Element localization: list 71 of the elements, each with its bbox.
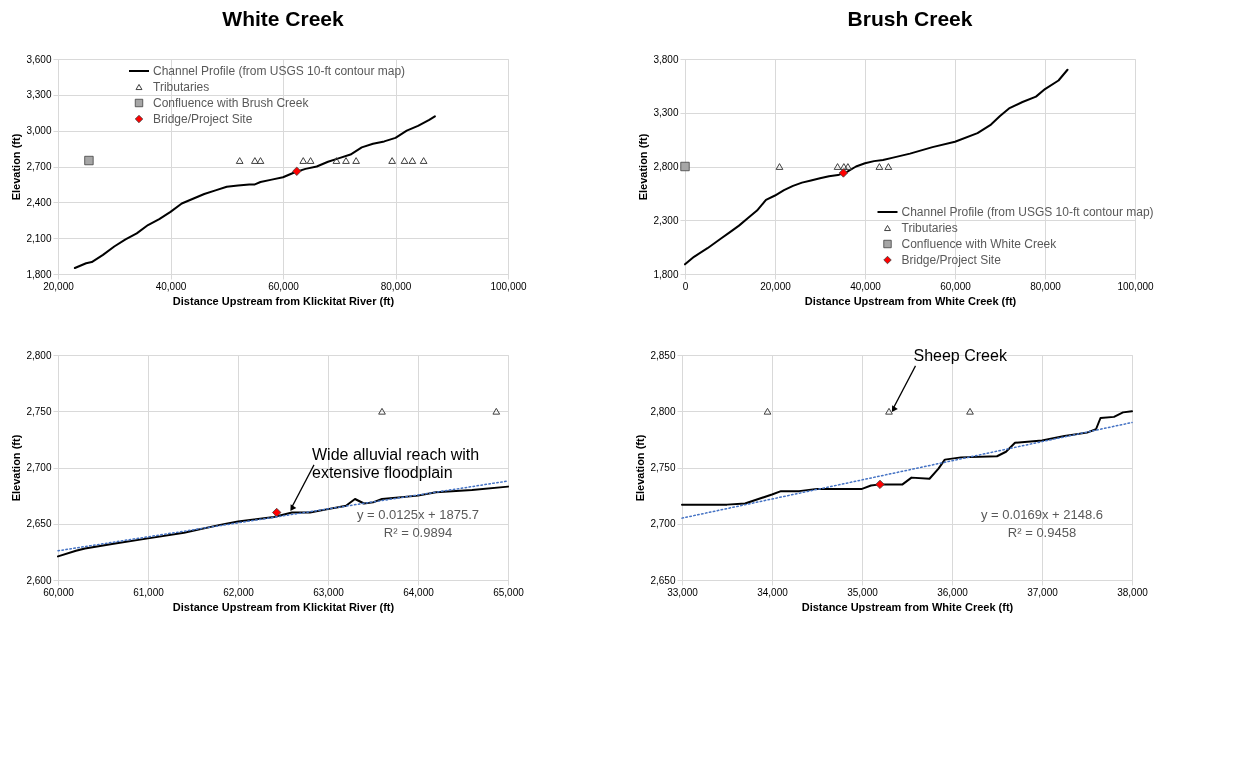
x-tick-label: 80,000: [380, 280, 412, 292]
y-axis-title: Elevation (ft): [10, 133, 23, 201]
annotation: y = 0.0125x + 1875.7: [356, 506, 480, 522]
chart-title: White Creek: [222, 7, 344, 30]
x-tick-label: 36,000: [937, 586, 969, 598]
y-tick-label: 2,100: [26, 232, 52, 244]
annotation: Wide alluvial reach with extensive floodplain: [312, 445, 480, 481]
legend-label: Bridge/Project Site: [901, 253, 1002, 267]
x-tick-label: 62,000: [223, 586, 255, 598]
x-tick-label: 37,000: [1027, 586, 1059, 598]
y-tick-label: 2,850: [650, 349, 676, 361]
y-tick-label: 2,800: [650, 405, 676, 417]
y-tick-label: 2,700: [26, 161, 52, 172]
x-tick-label: 60,000: [43, 586, 75, 598]
y-tick-label: 2,750: [650, 462, 676, 473]
x-tick-label: 61,000: [133, 586, 165, 598]
legend-label: Channel Profile (from USGS 10-ft contour map): [901, 205, 1154, 219]
y-axis-title: Elevation (ft): [637, 133, 650, 201]
legend-label: Bridge/Project Site: [153, 112, 253, 126]
y-tick-label: 2,650: [650, 574, 676, 586]
line-series: [681, 410, 1133, 506]
y-tick-label: 1,800: [26, 268, 52, 280]
x-axis-title: Distance Upstream from White Creek (ft): [804, 294, 1017, 307]
y-tick-label: 1,800: [653, 268, 679, 280]
x-tick-label: 65,000: [493, 586, 525, 598]
x-tick-label: 0: [682, 280, 689, 292]
y-tick-label: 2,650: [26, 518, 52, 530]
x-tick-label: 38,000: [1117, 586, 1149, 598]
legend-label: Confluence with Brush Creek: [153, 96, 310, 110]
line-series: [73, 115, 436, 270]
x-tick-label: 40,000: [850, 280, 882, 292]
x-tick-label: 20,000: [43, 280, 75, 292]
y-tick-label: 2,750: [26, 405, 52, 417]
x-tick-label: 40,000: [155, 280, 187, 292]
y-tick-label: 2,800: [26, 349, 52, 361]
x-axis-title: Distance Upstream from Klickitat River (ft): [172, 294, 395, 307]
x-tick-label: 35,000: [847, 586, 879, 598]
legend-label: Tributaries: [153, 80, 210, 94]
y-tick-label: 2,600: [26, 574, 52, 586]
x-tick-label: 60,000: [940, 280, 972, 292]
annotation: Sheep Creek: [913, 346, 1008, 364]
legend-label: Confluence with White Creek: [901, 237, 1058, 251]
y-tick-label: 2,800: [653, 161, 679, 172]
annotation: R² = 0.9894: [383, 524, 453, 540]
x-axis-title: Distance Upstream from White Creek (ft): [801, 600, 1014, 613]
x-tick-label: 80,000: [1030, 280, 1062, 292]
y-tick-label: 3,000: [26, 125, 52, 137]
y-tick-label: 3,800: [653, 53, 679, 65]
legend-label: Channel Profile (from USGS 10-ft contour map): [153, 64, 406, 78]
x-tick-label: 20,000: [760, 280, 792, 292]
y-tick-label: 2,400: [26, 196, 52, 208]
x-tick-label: 33,000: [667, 586, 699, 598]
x-tick-label: 63,000: [313, 586, 345, 598]
annotation: R² = 0.9458: [1007, 524, 1077, 540]
y-tick-label: 2,700: [650, 518, 676, 530]
y-tick-label: 3,600: [26, 53, 52, 65]
y-tick-label: 2,700: [26, 462, 52, 473]
y-tick-label: 3,300: [26, 89, 52, 101]
y-tick-label: 2,300: [653, 214, 679, 226]
x-tick-label: 34,000: [757, 586, 789, 598]
chart-title: Brush Creek: [847, 7, 973, 30]
x-tick-label: 100,000: [1117, 280, 1155, 292]
x-tick-label: 60,000: [268, 280, 300, 292]
y-tick-label: 3,300: [653, 107, 679, 119]
y-axis-title: Elevation (ft): [10, 434, 23, 502]
x-axis-title: Distance Upstream from Klickitat River (ft): [172, 600, 395, 613]
x-tick-label: 100,000: [490, 280, 528, 292]
x-tick-label: 64,000: [403, 586, 435, 598]
legend-label: Tributaries: [901, 221, 958, 235]
annotation: y = 0.0169x + 2148.6: [980, 506, 1104, 522]
y-axis-title: Elevation (ft): [634, 434, 647, 502]
